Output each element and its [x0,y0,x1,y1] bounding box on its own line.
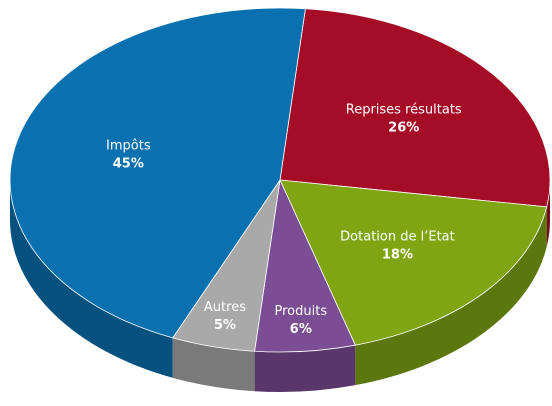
slice-value-label: 6% [290,322,312,337]
slice-side [10,180,173,378]
slice-side [254,345,356,392]
slice-value-label: 26% [388,120,419,135]
slice-side [546,180,550,247]
slice-side [172,337,255,392]
slice-label: Dotation de l’Etat [340,229,455,244]
slice-label: Reprises résultats [346,102,462,117]
pie-sides [10,180,550,392]
slice-label: Produits [275,304,328,319]
slice-value-label: 18% [382,247,413,262]
slice-value-label: 45% [113,157,144,172]
slice [279,8,551,208]
slice-side [355,206,547,386]
slice-label: Autres [204,300,246,315]
slice [279,179,548,346]
slice-label: Impôts [106,139,151,154]
slice [9,7,306,339]
slice-value-label: 5% [214,318,236,333]
